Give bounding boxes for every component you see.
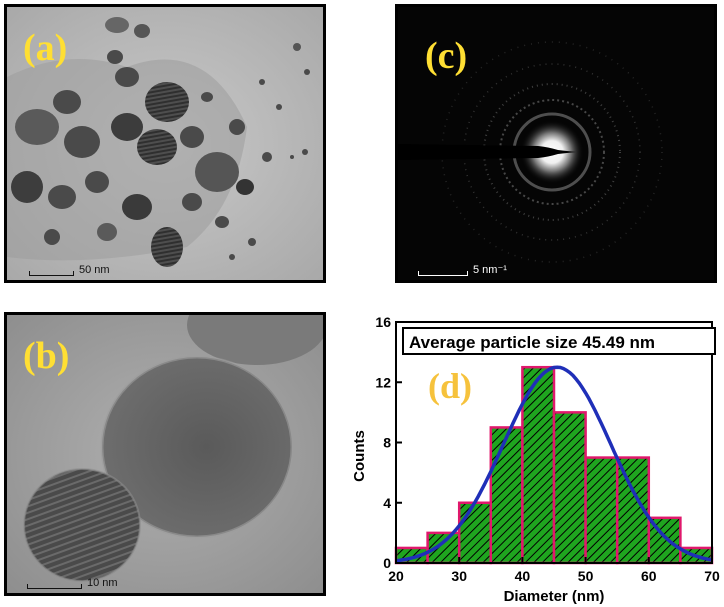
y-axis-title: Counts <box>351 430 368 482</box>
annotation-box <box>402 327 716 355</box>
panel-label-a: (a) <box>23 27 68 69</box>
scale-bar-text: 5 nm⁻¹ <box>473 264 507 276</box>
panel-b-hrtem-image: (b) 10 nm <box>4 312 326 596</box>
tem-overview-image <box>7 7 323 280</box>
scale-bar-line <box>29 271 74 276</box>
x-tick-label: 20 <box>388 568 404 584</box>
scale-bar-text: 10 nm <box>87 577 118 589</box>
x-tick-label: 60 <box>641 568 657 584</box>
x-axis-title: Diameter (nm) <box>504 588 605 605</box>
scale-bar-b: 10 nm <box>27 578 118 589</box>
scale-bar-line <box>418 271 468 276</box>
x-tick-label: 40 <box>515 568 531 584</box>
hrtem-image <box>7 315 323 593</box>
histogram-chart: 20 30 40 50 60 70 0 4 8 12 16 Average particle siz… <box>351 314 720 605</box>
histogram-bar <box>552 411 587 565</box>
x-tick-label: 70 <box>704 568 720 584</box>
panel-c-saed-pattern: (c) 5 nm⁻¹ <box>395 4 717 283</box>
scale-bar-c: 5 nm⁻¹ <box>418 265 507 276</box>
y-tick-label: 12 <box>375 374 391 390</box>
panel-label-b: (b) <box>23 335 70 377</box>
panel-label-d: (d) <box>428 366 472 406</box>
scale-bar-text: 50 nm <box>79 264 110 276</box>
x-tick-label: 50 <box>578 568 594 584</box>
x-tick-label: 30 <box>451 568 467 584</box>
scale-bar-a: 50 nm <box>29 265 110 276</box>
scale-bar-line <box>27 584 82 589</box>
annotation-text: Average particle size 45.49 nm <box>409 333 655 352</box>
y-tick-label: 16 <box>375 314 391 330</box>
histogram-bar <box>457 501 493 565</box>
y-tick-label: 0 <box>383 555 391 571</box>
saed-pattern-image <box>398 7 714 280</box>
panel-d-size-histogram: 20 30 40 50 60 70 0 4 8 12 16 Average particle siz… <box>340 306 724 607</box>
panel-label-c: (c) <box>425 35 468 77</box>
histogram-bar <box>584 456 619 565</box>
y-tick-label: 4 <box>383 495 391 511</box>
gaussian-fit-line <box>395 365 713 563</box>
y-tick-label: 8 <box>383 435 391 451</box>
histogram-bar <box>489 426 524 565</box>
panel-a-tem-image: (a) 50 nm <box>4 4 326 283</box>
